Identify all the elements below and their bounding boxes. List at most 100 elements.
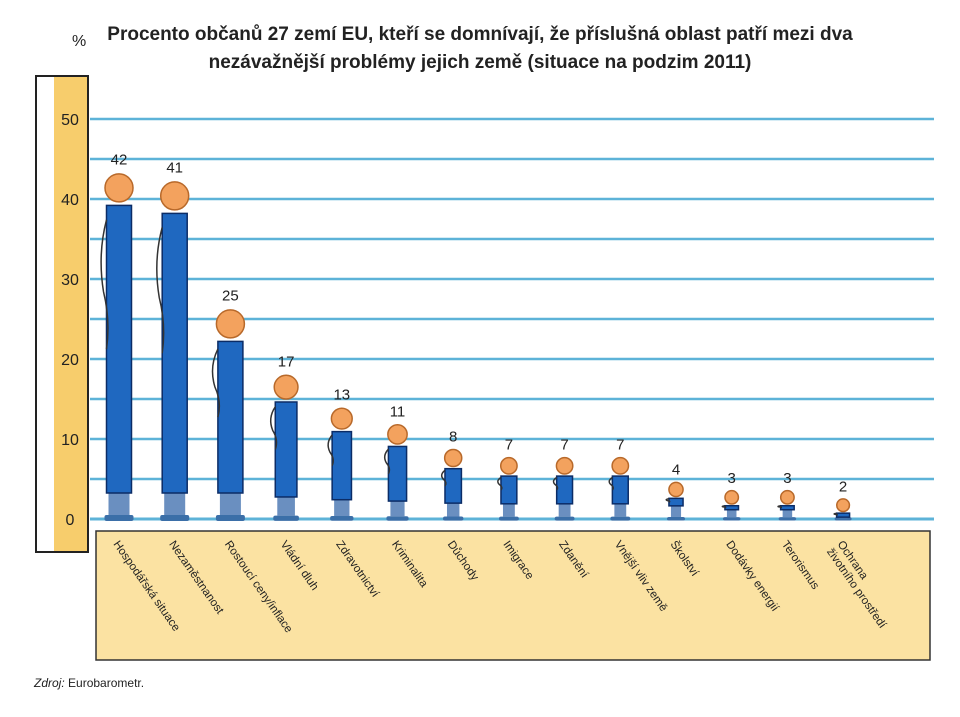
value-label: 8 (449, 428, 457, 445)
value-label: 13 (333, 387, 350, 404)
bar-figure (552, 456, 575, 521)
bar-head (104, 173, 134, 203)
bar (555, 475, 574, 505)
bar-arm (440, 469, 447, 487)
bar-legs (108, 493, 130, 515)
bar-head (836, 498, 851, 513)
bar-legs (334, 499, 350, 517)
bar (724, 504, 740, 511)
bar-legs (219, 493, 241, 515)
value-label: 7 (616, 437, 624, 454)
bar-arm (327, 434, 334, 466)
bar-figure (721, 489, 741, 521)
bar-legs (277, 496, 295, 516)
bar-feet (554, 516, 575, 521)
bar-arm (211, 348, 221, 418)
y-tick-label: 10 (61, 432, 79, 449)
value-label: 17 (278, 353, 295, 370)
chart-title-line-1: Procento občanů 27 zemí EU, kteří se dom… (107, 24, 853, 45)
bar-legs (726, 509, 737, 518)
y-tick-label: 30 (61, 272, 79, 289)
source-note: Zdroj: Eurobarometr. (34, 676, 144, 690)
bar-feet (160, 515, 190, 521)
bar-head (555, 456, 574, 475)
value-label: 2 (839, 478, 847, 495)
bar-feet (442, 516, 464, 521)
bar-arm (383, 448, 391, 475)
bar-arm (497, 476, 503, 491)
bar-legs (782, 509, 793, 518)
bar-arm (156, 227, 165, 354)
value-label: 42 (111, 151, 128, 168)
value-label: 7 (560, 437, 568, 454)
bar-head (387, 423, 408, 445)
value-label: 41 (166, 159, 183, 176)
bar-legs (558, 503, 571, 517)
y-axis-band (54, 77, 87, 551)
source-prefix: Zdroj: (34, 676, 65, 690)
source-text: Eurobarometr. (68, 676, 145, 690)
bar (331, 430, 353, 501)
bar (611, 475, 629, 505)
bar (105, 204, 133, 494)
y-tick-label: 20 (61, 352, 79, 369)
bar-figure (833, 498, 852, 521)
bar-figure (211, 309, 246, 521)
value-label: 7 (505, 437, 513, 454)
bar-feet (722, 517, 741, 521)
bar (217, 340, 244, 494)
bar-arm (777, 505, 783, 509)
bar-legs (164, 493, 186, 515)
category-label-box (95, 530, 931, 661)
bar (161, 212, 188, 494)
bar-feet (778, 517, 797, 521)
value-label: 3 (728, 470, 736, 487)
value-label: 11 (390, 403, 406, 420)
bar (387, 445, 408, 502)
bar-figure (608, 456, 631, 521)
bar-feet (330, 516, 354, 521)
value-label: 25 (222, 287, 239, 304)
bars: 42 41 25 17 13 11 8 7 7 7 4 3 3 2 (100, 151, 852, 521)
bar-feet (104, 515, 134, 521)
bar-head (611, 456, 630, 475)
bar-legs (446, 503, 460, 517)
bar-head (273, 374, 299, 400)
y-axis-label: % (72, 33, 86, 50)
bar (500, 475, 518, 505)
bar (444, 467, 463, 504)
bar-arm (269, 406, 278, 450)
bar-figure (269, 374, 299, 521)
bar-arm (665, 497, 671, 503)
bar-feet (215, 515, 245, 521)
bar-arm (608, 476, 614, 491)
bar-legs (502, 503, 515, 517)
bar-figure (156, 181, 190, 521)
bar-arm (100, 219, 109, 350)
bar-legs (614, 503, 627, 517)
bar-figure (777, 489, 797, 521)
bar (274, 401, 298, 498)
value-label: 3 (783, 470, 791, 487)
y-tick-label: 0 (66, 512, 75, 529)
bar-arm (833, 512, 839, 516)
bar-head (215, 309, 246, 339)
bar-legs (670, 505, 682, 517)
bar-head (443, 448, 463, 468)
bar (668, 497, 684, 507)
bar-figure (327, 407, 354, 521)
bar-head (724, 489, 740, 505)
y-axis: % 0 10 20 30 40 50 (35, 33, 89, 553)
bar-feet (498, 516, 519, 521)
value-label: 4 (672, 462, 680, 479)
bar-figure (497, 456, 519, 521)
bar-arm (552, 476, 559, 491)
bar-feet (666, 516, 686, 521)
bar-feet (386, 516, 409, 521)
y-tick-label: 40 (61, 192, 79, 209)
bar-feet (610, 516, 631, 521)
bar-arm (721, 505, 727, 509)
bar-figure (383, 423, 409, 521)
chart-title-line-2: nezávažnější problémy jejich země (situa… (208, 52, 752, 73)
